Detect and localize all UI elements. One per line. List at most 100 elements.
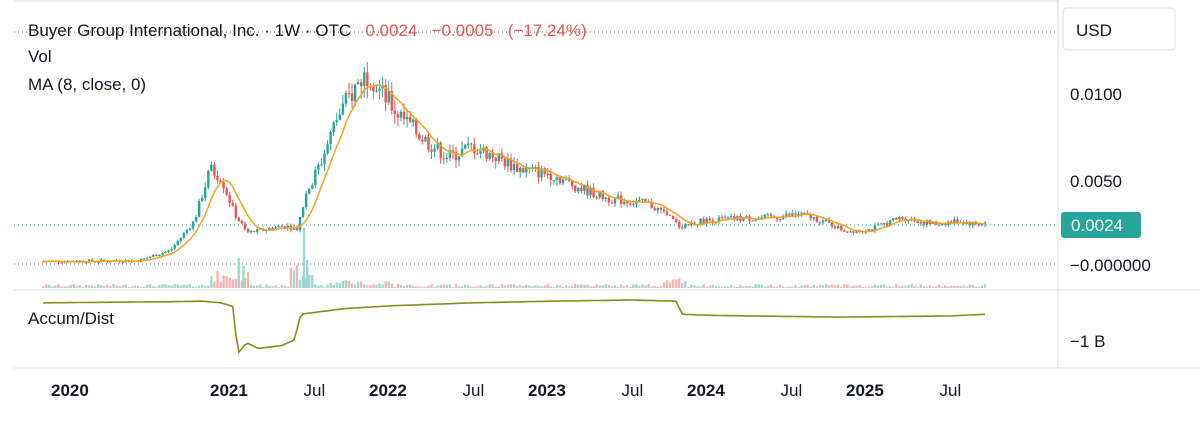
candle-body	[925, 220, 929, 225]
candle-body	[90, 259, 94, 262]
candle-body	[219, 180, 222, 183]
volume-bar	[280, 285, 283, 288]
candle-body	[815, 216, 818, 223]
volume-bar	[534, 285, 537, 288]
candle-body	[751, 220, 754, 222]
candle-body	[304, 193, 308, 208]
candle-body	[769, 214, 773, 217]
volume-bar	[240, 280, 244, 288]
candle-body	[781, 216, 785, 220]
candle-body	[968, 222, 971, 226]
volume-bar	[375, 284, 378, 288]
volume-bar	[298, 279, 302, 288]
y-tick-1: 0.0050	[1070, 172, 1122, 191]
candle-body	[158, 254, 161, 257]
candle-body	[800, 212, 803, 215]
candle-body	[301, 207, 305, 218]
candle-body	[690, 222, 693, 225]
legend-ma[interactable]: MA (8, close, 0)	[28, 75, 147, 94]
candle-body	[681, 227, 684, 229]
volume-bar	[665, 280, 669, 288]
volume-bar	[736, 286, 739, 288]
volume-bar	[965, 286, 968, 288]
volume-bar	[72, 284, 75, 288]
volume-bar	[454, 284, 458, 288]
candle-body	[610, 202, 614, 204]
volume-bar	[681, 283, 684, 288]
candle-body	[684, 224, 687, 228]
volume-bar	[243, 277, 247, 288]
ma-line	[43, 84, 986, 263]
volume-bar	[42, 286, 45, 288]
volume-bar	[925, 286, 929, 288]
candle-body	[109, 261, 112, 263]
volume-bar	[396, 284, 400, 288]
candle-body	[201, 198, 204, 202]
x-tick-2: Jul	[304, 381, 326, 400]
x-tick-4: Jul	[463, 381, 485, 400]
volume-bar	[182, 284, 186, 288]
candle-body	[788, 213, 791, 216]
candle-body	[953, 219, 956, 223]
legend-volume[interactable]: Vol	[28, 47, 52, 66]
candle-body	[665, 211, 669, 215]
candle-body	[919, 221, 922, 224]
volume-bar	[803, 285, 806, 288]
time-axis[interactable]: 2020 2021 Jul 2022 Jul 2023 Jul 2024 Jul 2025 Jul	[51, 381, 961, 400]
volume-bar	[574, 284, 577, 288]
volume-bar	[90, 285, 94, 288]
volume-bar	[164, 284, 167, 288]
candle-body	[424, 136, 427, 142]
candle-body	[454, 151, 458, 161]
x-tick-6: Jul	[622, 381, 644, 400]
volume-bar	[231, 279, 234, 288]
candle-body	[705, 218, 708, 224]
volume-bar	[274, 285, 277, 288]
volume-bar	[833, 285, 837, 288]
currency-box[interactable]	[1062, 7, 1176, 51]
candle-body	[794, 213, 797, 215]
interval[interactable]: 1W	[274, 21, 301, 40]
volume-bar	[613, 285, 617, 288]
volume-bar	[940, 286, 944, 288]
volume-bar	[93, 286, 97, 288]
symbol-name[interactable]: Buyer Group International, Inc.	[28, 21, 260, 40]
candle-body	[867, 229, 870, 232]
candle-body	[733, 216, 736, 220]
volume-bar	[754, 284, 757, 288]
volume-bar	[546, 284, 549, 288]
candle-body	[766, 214, 770, 216]
volume-bar	[944, 285, 947, 288]
volume-bar	[632, 284, 635, 288]
candle-body	[586, 185, 589, 196]
volume-bar	[705, 286, 708, 288]
candle-body	[84, 262, 88, 264]
candle-body	[528, 168, 531, 170]
candle-body	[231, 203, 234, 206]
legend-accum-dist[interactable]: Accum/Dist	[28, 309, 114, 328]
volume-bar	[81, 286, 85, 288]
volume-bar	[411, 285, 415, 288]
candle-body	[720, 217, 724, 219]
volume-bar	[702, 284, 705, 288]
candle-body	[155, 255, 158, 257]
candle-body	[534, 167, 537, 169]
candle-body	[843, 230, 846, 232]
candle-body	[824, 219, 828, 221]
candle-body	[460, 148, 464, 157]
candle-body	[295, 227, 299, 230]
volume-bar	[601, 285, 604, 288]
volume-bar	[256, 285, 259, 288]
volume-bar	[463, 284, 467, 288]
volume-bar	[418, 286, 421, 288]
volume-bar	[201, 284, 204, 288]
volume-bar	[497, 286, 500, 288]
volume-bar	[268, 285, 271, 288]
volume-bar	[121, 284, 124, 288]
candle-body	[833, 226, 837, 229]
volume-bar	[277, 286, 280, 288]
y-tick-2: −0.000000	[1070, 256, 1151, 275]
volume-bar	[173, 284, 176, 288]
candle-body	[204, 187, 207, 199]
